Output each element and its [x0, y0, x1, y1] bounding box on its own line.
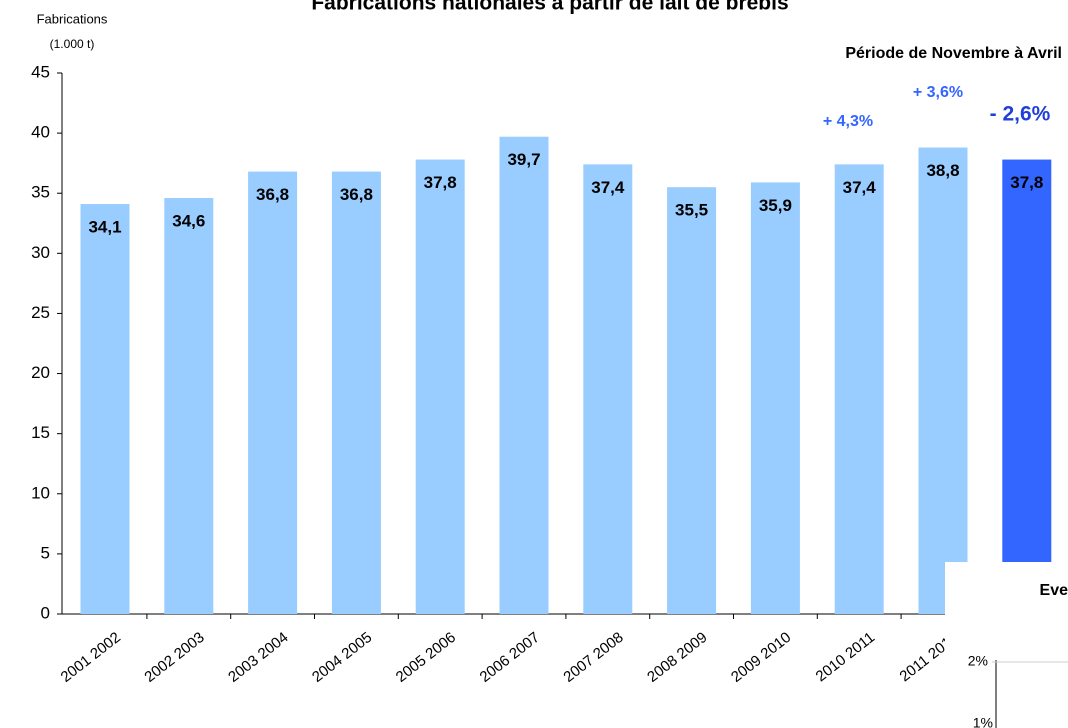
y-tick-label: 20: [31, 363, 50, 382]
x-tick-label: 2005 2006: [393, 629, 459, 686]
bar: [1002, 159, 1052, 614]
bar: [583, 164, 633, 614]
y-tick-label: 25: [31, 303, 50, 322]
x-tick-label: 2001 2002: [58, 629, 124, 686]
y-tick-label: 15: [31, 423, 50, 442]
y-tick-label: 30: [31, 243, 50, 262]
bar: [918, 147, 968, 614]
bar: [415, 159, 465, 614]
value-label: 37,8: [424, 173, 457, 192]
annotation: - 2,6%: [990, 103, 1051, 126]
value-label: 35,5: [675, 201, 708, 220]
x-tick-label: 2006 2007: [477, 629, 543, 686]
value-label: 39,7: [507, 150, 540, 169]
value-label: 37,4: [843, 178, 877, 197]
bar: [750, 182, 800, 614]
value-label: 34,6: [172, 212, 205, 231]
y-tick-label: 35: [31, 183, 50, 202]
inset-tick-label: 1%: [973, 715, 993, 728]
x-tick-label: 2007 2008: [560, 629, 626, 686]
bar: [667, 187, 717, 614]
value-label: 36,8: [340, 185, 373, 204]
y-tick-label: 0: [41, 603, 50, 622]
x-tick-label: 2003 2004: [225, 629, 291, 686]
y-tick-label: 10: [31, 483, 50, 502]
value-label: 38,8: [926, 161, 959, 180]
bar: [80, 204, 130, 614]
y-tick-label: 40: [31, 123, 50, 142]
chart-title: Fabrications nationales à partir de lait…: [311, 0, 788, 15]
y-tick-label: 45: [31, 62, 50, 81]
x-tick-label: 2002 2003: [141, 629, 207, 686]
x-tick-label: 2004 2005: [309, 629, 375, 686]
y-axis-label: (1.000 t): [50, 37, 95, 51]
plot: 0 5 10 15 20 25 30 35 40 45 34,1 2001 2002 34,6 2002 …: [31, 62, 1068, 686]
x-tick-label: 2008 2009: [644, 629, 710, 686]
bar: [499, 136, 549, 614]
annotation: + 4,3%: [823, 113, 873, 130]
x-tick-label: 2009 2010: [728, 629, 794, 686]
bar: [331, 171, 381, 615]
y-axis-label: Fabrications: [37, 11, 108, 26]
value-label: 36,8: [256, 185, 289, 204]
value-label: 35,9: [759, 196, 792, 215]
bar: [164, 198, 214, 614]
bar: [248, 171, 298, 615]
inset-tick-label: 2%: [968, 653, 988, 669]
inset-title: Eve: [1040, 582, 1068, 599]
annotation: + 3,6%: [913, 84, 963, 101]
value-label: 34,1: [88, 218, 121, 237]
y-tick-label: 5: [41, 543, 50, 562]
inset-panel: [945, 562, 1068, 728]
value-label: 37,4: [591, 178, 625, 197]
subtitle: Période de Novembre à Avril: [845, 45, 1062, 62]
x-tick-label: 2010 2011: [813, 629, 878, 685]
bar: [834, 164, 884, 614]
value-label: 37,8: [1010, 173, 1043, 192]
